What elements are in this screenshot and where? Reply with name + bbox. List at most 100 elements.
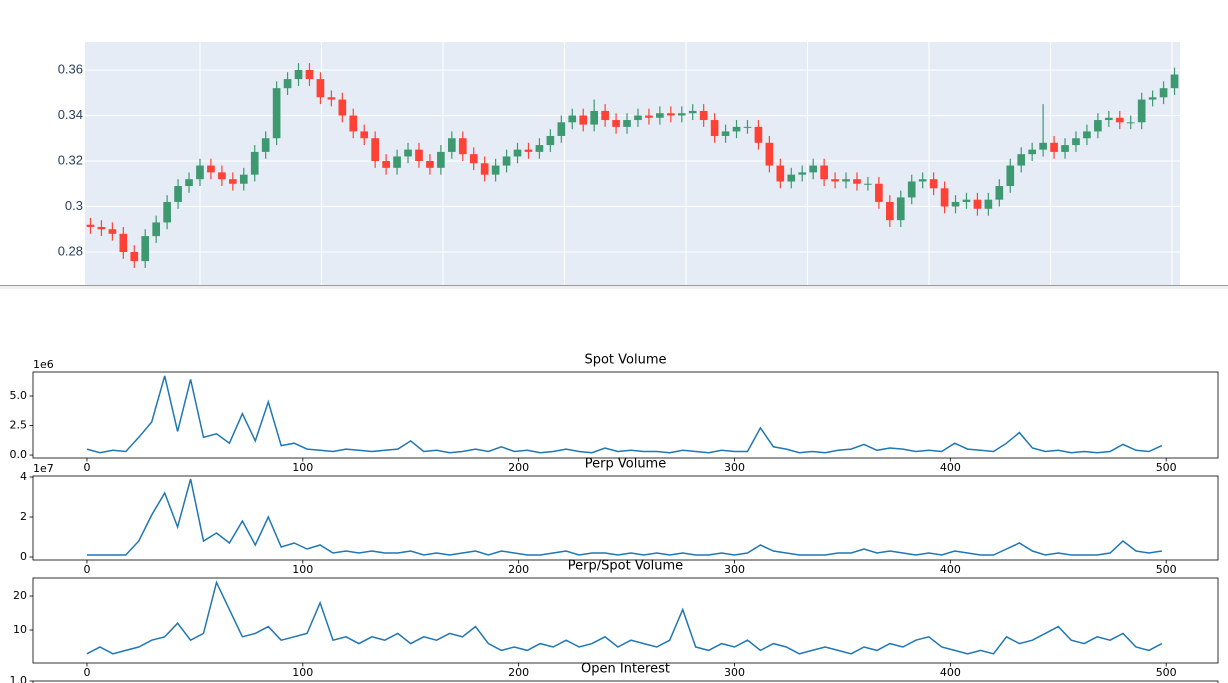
candle-body bbox=[842, 179, 850, 182]
axis-offset-label: 1e6 bbox=[33, 358, 54, 371]
candle-body bbox=[601, 110, 609, 121]
candle-body bbox=[272, 88, 281, 139]
candle-body bbox=[97, 226, 106, 230]
candle-body bbox=[174, 186, 182, 202]
candle-body bbox=[371, 138, 380, 161]
candle-body bbox=[820, 165, 828, 180]
y-tick-label: 0.36 bbox=[58, 61, 83, 76]
candle-body bbox=[294, 69, 303, 80]
candle-body bbox=[283, 79, 292, 89]
candle-body bbox=[568, 115, 577, 123]
x-tick-label: 200 bbox=[508, 666, 529, 679]
candle-body bbox=[338, 99, 347, 116]
candle-body bbox=[853, 179, 861, 184]
candle-body bbox=[907, 181, 916, 198]
candle-body bbox=[382, 160, 390, 168]
y-tick-label: 2 bbox=[20, 510, 27, 523]
candle-body bbox=[469, 154, 478, 164]
candle-body bbox=[656, 113, 664, 118]
candle-body bbox=[831, 179, 839, 182]
x-tick-label: 200 bbox=[508, 461, 529, 474]
candle-body bbox=[250, 151, 259, 175]
x-tick-label: 400 bbox=[940, 563, 961, 576]
candle-body bbox=[732, 126, 741, 132]
candle-body bbox=[404, 149, 412, 157]
candle-body bbox=[196, 165, 204, 180]
candle-body bbox=[163, 201, 171, 223]
candle-body bbox=[415, 149, 423, 161]
plot-background bbox=[85, 42, 1180, 285]
y-tick-label: 0.34 bbox=[58, 107, 83, 122]
candle-body bbox=[1170, 74, 1179, 89]
candle-body bbox=[426, 160, 434, 168]
candle-body bbox=[185, 179, 193, 187]
candle-body bbox=[951, 201, 960, 207]
x-tick-label: 500 bbox=[1156, 563, 1177, 576]
candle-body bbox=[765, 142, 774, 166]
y-tick-label: 20 bbox=[13, 589, 27, 602]
axes-frame bbox=[32, 577, 1219, 664]
candle-body bbox=[754, 126, 763, 143]
candle-body bbox=[546, 135, 555, 146]
candle-body bbox=[634, 115, 642, 121]
candle-body bbox=[666, 113, 675, 116]
candle-body bbox=[1072, 138, 1080, 146]
candle-body bbox=[984, 199, 993, 209]
candle-body bbox=[962, 199, 971, 202]
candle-body bbox=[798, 172, 807, 175]
candle-body bbox=[130, 252, 139, 262]
candle-body bbox=[1039, 142, 1047, 150]
x-tick-label: 500 bbox=[1156, 461, 1177, 474]
candle-body bbox=[316, 79, 325, 98]
x-tick-label: 100 bbox=[292, 563, 313, 576]
candle-body bbox=[305, 69, 314, 80]
candle-body bbox=[119, 233, 128, 253]
candle-body bbox=[864, 183, 872, 185]
candle-body bbox=[885, 201, 894, 221]
candle-body bbox=[918, 179, 927, 182]
candle-body bbox=[929, 179, 938, 189]
candle-body bbox=[1006, 165, 1015, 187]
axes-frame bbox=[32, 680, 1219, 683]
y-tick-label: 5.0 bbox=[10, 389, 28, 402]
candle-body bbox=[809, 165, 818, 173]
candle-body bbox=[524, 149, 533, 152]
candle-body bbox=[228, 179, 237, 184]
plot-area bbox=[85, 42, 1180, 285]
chart-title: Perp/Spot Volume bbox=[568, 559, 683, 574]
candle-body bbox=[875, 183, 883, 202]
candle-body bbox=[360, 131, 369, 139]
candle-body bbox=[535, 145, 544, 152]
x-tick-label: 0 bbox=[83, 563, 90, 576]
chart-title: Spot Volume bbox=[584, 353, 666, 368]
candle-body bbox=[141, 236, 150, 262]
candle-body bbox=[261, 138, 270, 152]
x-tick-label: 100 bbox=[292, 461, 313, 474]
x-tick-label: 300 bbox=[724, 666, 745, 679]
series-line bbox=[87, 478, 1163, 556]
x-tick-label: 200 bbox=[508, 563, 529, 576]
candle-body bbox=[86, 224, 95, 227]
candle-body bbox=[393, 156, 401, 168]
x-tick-label: 500 bbox=[1156, 666, 1177, 679]
candle-body bbox=[458, 138, 467, 155]
y-tick-label: 1.0 bbox=[10, 674, 28, 683]
candle-body bbox=[973, 199, 982, 209]
y-tick-label: 0.0 bbox=[10, 448, 28, 461]
panel-separator-shade bbox=[0, 286, 1228, 289]
candle-body bbox=[218, 172, 226, 180]
candle-body bbox=[995, 186, 1004, 200]
candle-body bbox=[1137, 99, 1146, 123]
candle-body bbox=[710, 120, 719, 136]
chart-title: Open Interest bbox=[581, 662, 670, 677]
candle-body bbox=[1115, 117, 1124, 123]
candle-body bbox=[1017, 154, 1026, 166]
candle-body bbox=[513, 149, 522, 157]
candle-body bbox=[239, 174, 248, 184]
series-line bbox=[86, 580, 1163, 655]
candle-body bbox=[776, 165, 785, 182]
y-tick-label: 0.3 bbox=[65, 198, 83, 213]
candle-body bbox=[590, 110, 599, 125]
candle-body bbox=[207, 165, 215, 173]
